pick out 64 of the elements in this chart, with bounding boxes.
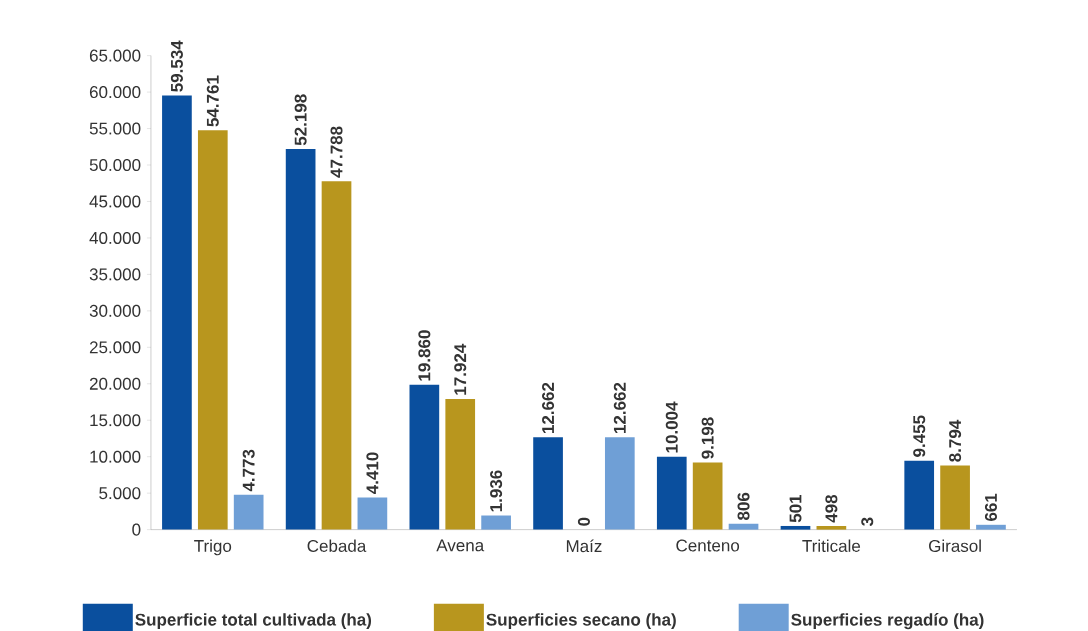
data-label: 4.773	[242, 449, 255, 492]
data-label: 9.198	[701, 417, 714, 459]
data-label: 17.924	[454, 343, 467, 395]
y-tick-label: 20.000	[89, 377, 141, 390]
data-label: 501	[789, 494, 802, 523]
data-label: 54.761	[206, 75, 219, 127]
bar	[940, 465, 970, 530]
x-tick-label: Girasol	[929, 539, 981, 552]
y-tick-label: 0	[132, 523, 141, 536]
bar	[604, 437, 635, 530]
x-tick-label: Triticale	[802, 539, 861, 552]
bar	[445, 398, 476, 530]
y-tick-label: 55.000	[89, 122, 141, 135]
data-label: 0	[577, 517, 590, 526]
y-tick-label: 30.000	[89, 304, 141, 317]
y-tick-label: 60.000	[89, 86, 141, 99]
legend-label: Superficie total cultivada (ha)	[135, 613, 372, 630]
y-tick-label: 10.000	[90, 450, 141, 463]
data-label: 52.198	[294, 94, 307, 146]
y-tick-label: 25.000	[89, 341, 141, 354]
bar	[233, 494, 264, 530]
data-label: 498	[825, 494, 838, 523]
data-label: 10.004	[665, 401, 678, 453]
bar	[409, 384, 440, 530]
data-label: 806	[737, 492, 750, 520]
bar	[904, 460, 935, 530]
y-tick-label: 65.000	[89, 49, 141, 62]
x-tick-label: Centeno	[676, 539, 740, 552]
bar	[162, 95, 192, 530]
bar	[656, 456, 687, 530]
data-label: 59.534	[170, 40, 183, 92]
data-label: 661	[984, 493, 997, 521]
data-label: 19.860	[418, 330, 431, 381]
y-tick-label: 50.000	[89, 158, 141, 172]
data-label: 3	[861, 517, 874, 527]
y-tick-label: 35.000	[89, 268, 141, 281]
x-tick-label: Cebada	[307, 539, 367, 552]
y-tick-label: 40.000	[89, 231, 141, 244]
bar	[321, 181, 352, 530]
bar	[285, 148, 316, 530]
y-tick-label: 45.000	[89, 195, 141, 208]
data-label: 8.794	[949, 419, 962, 462]
data-label: 9.455	[913, 415, 926, 457]
bar	[816, 525, 847, 530]
bar	[197, 130, 228, 530]
bar	[728, 523, 759, 530]
bar	[481, 515, 511, 530]
bar	[692, 462, 723, 530]
bar	[976, 524, 1006, 530]
data-label: 1.936	[490, 470, 503, 512]
legend-label: Superficies secano (ha)	[486, 613, 676, 630]
legend-label: Superficies regadío (ha)	[791, 613, 984, 630]
bar	[357, 497, 388, 530]
bar	[780, 525, 811, 530]
x-tick-label: Trigo	[194, 539, 232, 556]
data-label: 12.662	[613, 382, 626, 434]
y-tick-label: 5.000	[99, 487, 141, 500]
bar	[533, 437, 563, 530]
x-tick-label: Avena	[436, 539, 485, 552]
x-tick-label: Maíz	[566, 539, 602, 553]
y-tick-label: 15.000	[90, 414, 141, 427]
data-label: 47.788	[330, 126, 343, 178]
data-label: 12.662	[542, 382, 555, 434]
data-label: 4.410	[366, 452, 379, 495]
